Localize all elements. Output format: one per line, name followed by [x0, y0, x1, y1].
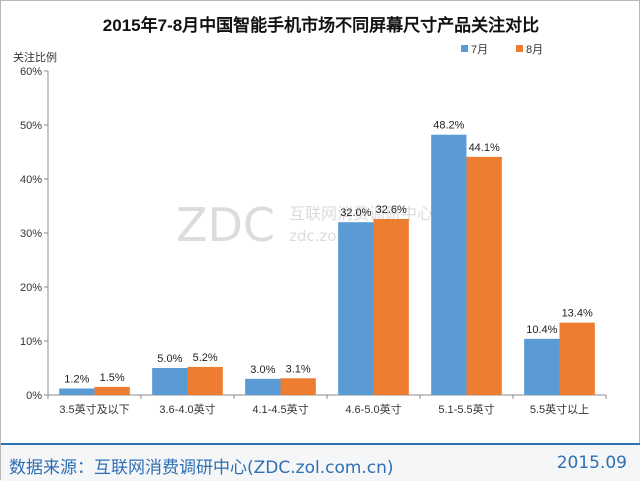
bar-july [431, 134, 467, 395]
data-label: 13.4% [562, 308, 593, 320]
bar-august [280, 378, 316, 395]
y-tick-label: 20% [20, 282, 42, 294]
y-tick-label: 50% [20, 120, 42, 132]
y-axis-label: 关注比例 [13, 50, 57, 64]
data-label: 1.2% [64, 374, 89, 386]
y-tick-label: 30% [20, 228, 42, 240]
bar-chart: ZDC 互联网消费调研中心 zdc.zol.com.cn 关注比例 7月 8月 0… [13, 44, 607, 416]
data-source: 数据来源：互联网消费调研中心(ZDC.zol.com.cn) [9, 458, 394, 478]
data-label: 3.1% [286, 363, 311, 375]
data-label: 1.5% [100, 372, 125, 384]
plot-area: 0% 10% 20% 30% 40% 50% 60% 3.5英寸及以下 1.2% 1.5% 3.6-… [20, 66, 607, 416]
bar-july [152, 368, 188, 395]
watermark-logo: ZDC [176, 198, 275, 252]
data-label: 5.0% [157, 353, 182, 365]
bar-july [524, 338, 560, 395]
x-tick-label: 5.1-5.5英寸 [438, 402, 494, 416]
bar-august [187, 366, 223, 395]
x-tick-label: 3.6-4.0英寸 [159, 402, 215, 416]
watermark: ZDC 互联网消费调研中心 zdc.zol.com.cn [176, 198, 433, 252]
bar-august [94, 386, 130, 395]
y-tick-label: 0% [26, 390, 42, 402]
data-label: 32.0% [340, 207, 371, 219]
x-tick-label: 4.6-5.0英寸 [345, 402, 401, 416]
y-tick-label: 40% [20, 174, 42, 186]
y-tick-label: 10% [20, 336, 42, 348]
data-label: 5.2% [193, 352, 218, 364]
report-date: 2015.09 [556, 453, 627, 473]
x-tick-label: 4.1-4.5英寸 [252, 402, 308, 416]
legend: 7月 8月 [461, 44, 543, 56]
watermark-name: 互联网消费调研中心 [289, 204, 433, 223]
bar-august [559, 322, 595, 395]
x-tick-label: 3.5英寸及以下 [59, 402, 129, 416]
y-tick-label: 60% [20, 66, 42, 78]
chart-title: 2015年7-8月中国智能手机市场不同屏幕尺寸产品关注对比 [102, 16, 540, 35]
data-label: 32.6% [376, 204, 407, 216]
bar-july [338, 222, 374, 395]
footer-bar: 数据来源：互联网消费调研中心(ZDC.zol.com.cn) 2015.09 [1, 443, 640, 481]
data-label: 10.4% [526, 324, 557, 336]
legend-swatch [516, 45, 523, 52]
data-label: 48.2% [433, 120, 464, 132]
legend-swatch [461, 45, 468, 52]
bar-july [245, 378, 281, 395]
x-tick-label: 5.5英寸以上 [530, 402, 589, 416]
legend-label: 7月 [471, 44, 488, 56]
bar-august [466, 156, 502, 395]
bar-july [59, 388, 95, 395]
legend-label: 8月 [526, 44, 543, 56]
data-label: 3.0% [250, 364, 275, 376]
data-label: 44.1% [469, 142, 500, 154]
bar-august [373, 218, 409, 395]
